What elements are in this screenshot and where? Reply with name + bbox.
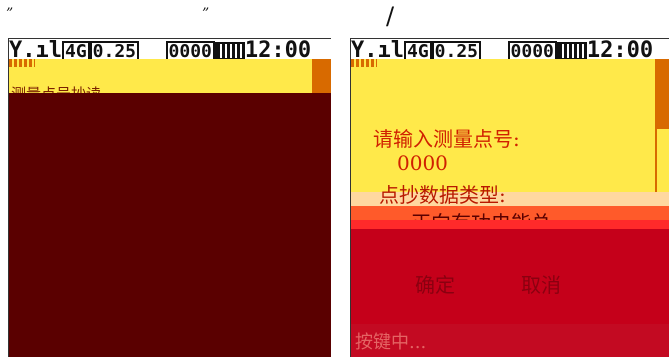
clock: 12:00 [244,38,312,63]
footer-bar: 按键中... [351,324,669,357]
scroll-thumb[interactable] [655,59,669,129]
scroll-indicator [312,59,331,95]
type-value-band [351,206,669,220]
signal-strip [351,59,377,67]
dialog-body: 确定 取消 [351,229,669,324]
signal-strip [9,59,35,67]
title-bar: 测量点号抄读 [9,59,331,103]
signal-icon: Y.ıl [9,38,62,63]
battery-icon [556,42,587,60]
close-quote-mark: ” [202,6,210,22]
open-quote-mark: ” [6,6,14,22]
signal-icon: Y.ıl [351,38,404,63]
type-row-highlight [351,192,669,206]
content-panel [9,93,331,357]
battery-icon [214,42,245,60]
clock: 12:00 [586,38,654,63]
cancel-button[interactable]: 取消 [521,273,561,297]
type-label: 点抄数据类型: [379,183,506,207]
slash-mark: / [386,2,395,30]
point-number-input[interactable]: 0000 [397,151,448,175]
prompt-label: 请输入测量点号: [373,127,520,151]
right-device-screen: Y.ıl 4G 0.25 0000 12:00 请输入测量点号: 0000 点抄数据类… [350,38,669,357]
footer-status: 按键中... [355,332,427,353]
confirm-button[interactable]: 确定 [415,273,455,297]
status-bar: Y.ıl 4G 0.25 0000 12:00 [351,39,669,67]
